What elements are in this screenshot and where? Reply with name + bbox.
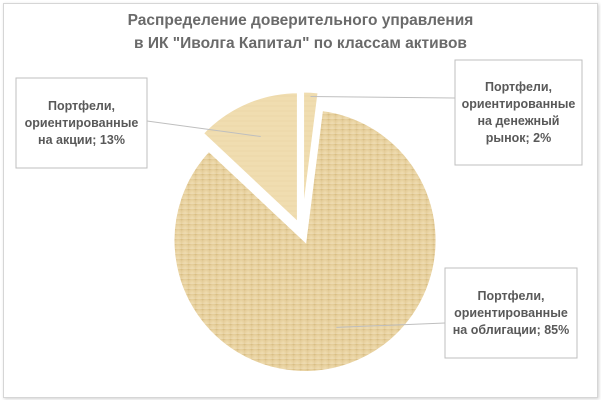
- data-label-3-line-1: Портфели,: [48, 99, 115, 113]
- data-label-2-line-1: Портфели,: [477, 289, 544, 303]
- data-label-2-line-2: ориентированные: [454, 306, 568, 320]
- pie-slice-1: [301, 89, 321, 224]
- data-label-2-line-3: на облигации; 85%: [453, 323, 570, 337]
- data-label-1-line-4: рынок; 2%: [486, 131, 551, 145]
- callout-box-3: [15, 77, 148, 169]
- callout-leader-3: [146, 120, 261, 138]
- callout-box-1: [454, 59, 583, 166]
- chart-title-line-1: Распределение доверительного управления: [127, 12, 474, 29]
- data-label-3-line-2: ориентированные: [25, 116, 139, 130]
- callout-leader-1: [310, 96, 456, 99]
- data-label-1-line-1: Портфели,: [485, 80, 552, 94]
- pie-slice-2: [171, 107, 439, 374]
- data-label-3-line-3: на акции; 13%: [38, 133, 125, 147]
- chart-title: Распределение доверительного управления …: [0, 9, 601, 55]
- callout-leader-2: [336, 322, 446, 328]
- chart-title-line-2: в ИК "Иволга Капитал" по классам активов: [134, 35, 467, 52]
- data-label-1-line-2: ориентированные: [462, 97, 576, 111]
- callout-box-2: [444, 267, 578, 359]
- data-label-1-line-3: на денежный: [478, 114, 560, 128]
